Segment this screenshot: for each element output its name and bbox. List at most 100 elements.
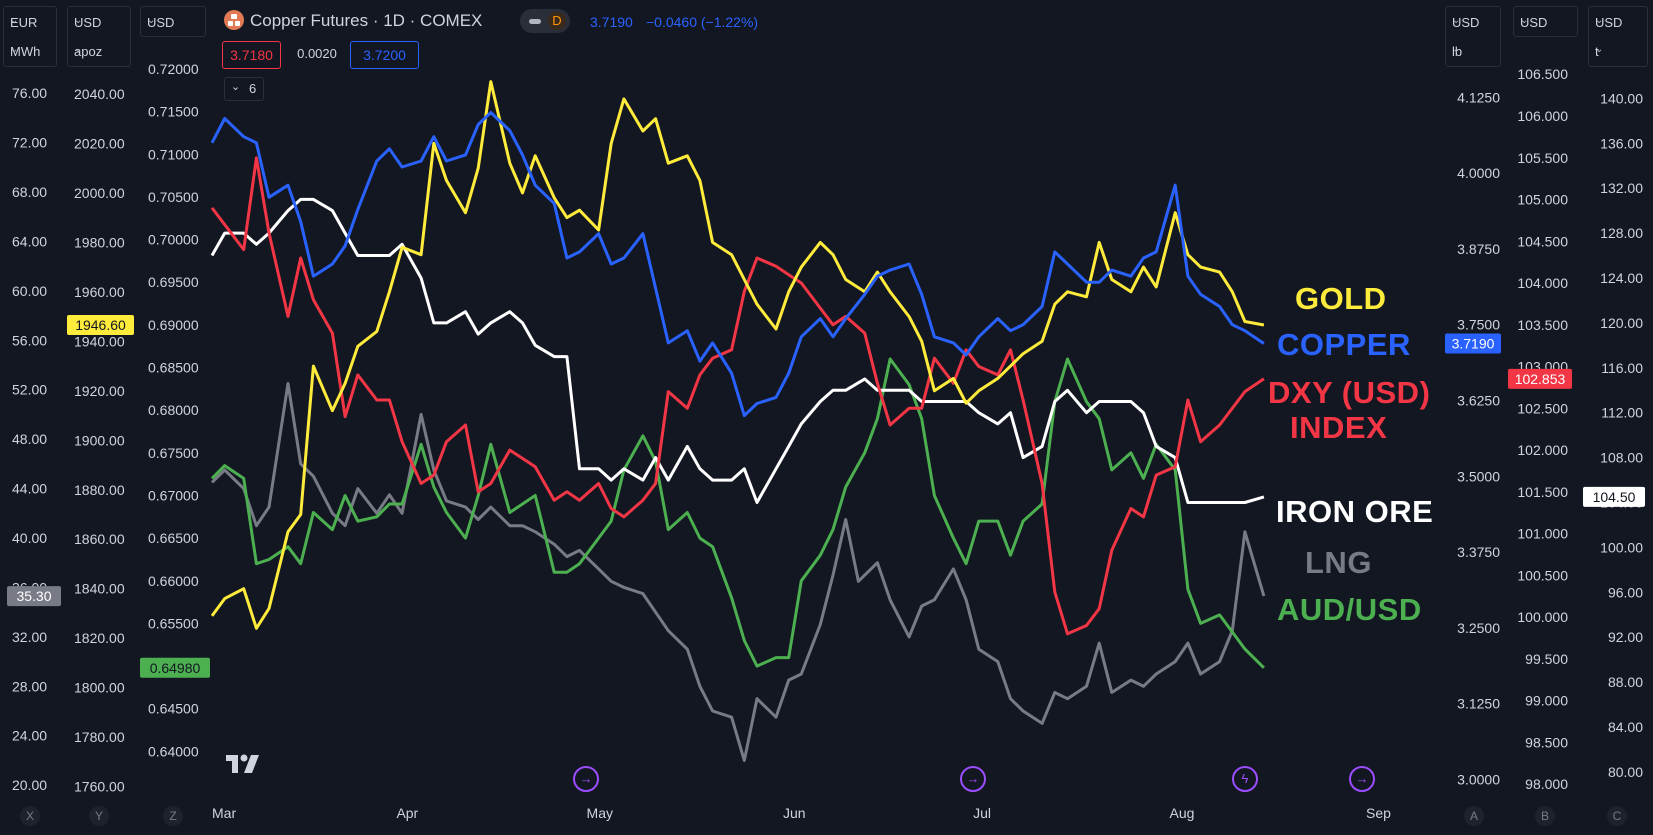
b-axis-unit-selector[interactable]: USD ⌄: [1513, 6, 1578, 37]
axis-b-tick-label: 100.500: [1517, 567, 1568, 583]
x-axis-unit-selector[interactable]: EUR ⌄ MWh ⌄: [3, 6, 57, 67]
axis-a-tick-label: 3.3750: [1457, 544, 1500, 560]
series-line-copper: [210, 111, 1265, 418]
series-label-lng: LNG: [1305, 545, 1372, 580]
axis-z-tick-label: 0.68000: [148, 402, 199, 418]
market-status-toggle[interactable]: D: [520, 9, 570, 33]
chevron-down-icon: ⌄: [1520, 15, 1529, 26]
x-axis-currency: EUR: [10, 15, 38, 30]
series-label-copper: COPPER: [1277, 327, 1411, 362]
axis-c-tick-label: 124.00: [1600, 270, 1643, 286]
axis-a-tick-label: 3.1250: [1457, 696, 1500, 712]
axis-letter-y[interactable]: Y: [89, 806, 109, 826]
x-axis-tick-label: Jul: [973, 805, 991, 821]
axis-z-tick-label: 0.68500: [148, 360, 199, 376]
axis-y-tick-label: 1820.00: [74, 630, 125, 646]
axis-b-tick-label: 101.500: [1517, 484, 1568, 500]
axis-y-tick-label: 1960.00: [74, 284, 125, 300]
axis-y-tick-label: 2020.00: [74, 135, 125, 151]
axis-b-tick-label: 102.500: [1517, 400, 1568, 416]
axis-z-tick-label: 0.71000: [148, 146, 199, 162]
axis-x-tick-label: 20.00: [12, 777, 47, 793]
series-label-aud-usd: AUD/USD: [1277, 592, 1422, 627]
axis-y-tick-label: 2040.00: [74, 86, 125, 102]
z-axis-unit-selector[interactable]: USD ⌄: [140, 6, 206, 37]
axis-letter-a[interactable]: A: [1464, 806, 1484, 826]
axis-z-tick-label: 0.65500: [148, 615, 199, 631]
dividend-event-icon[interactable]: →: [960, 766, 986, 792]
axis-b-tick-label: 106.500: [1517, 66, 1568, 82]
axis-x-tick-label: 56.00: [12, 332, 47, 348]
y-axis-currency: USD: [74, 15, 102, 30]
axis-x-tick-label: 52.00: [12, 382, 47, 398]
axis-b-tick-label: 98.500: [1525, 734, 1568, 750]
axis-c-tick-label: 120.00: [1600, 315, 1643, 331]
indicators-toggle[interactable]: ⌄ 6: [224, 77, 264, 101]
copper-symbol-icon: [224, 10, 244, 30]
a-axis-unit-selector[interactable]: USD ⌄ lb ⌄: [1445, 6, 1501, 67]
axis-z-tick-label: 0.67000: [148, 487, 199, 503]
chevron-down-icon: ⌄: [231, 81, 241, 93]
axis-c-tick-label: 128.00: [1600, 225, 1643, 241]
axis-z-tick-label: 0.66000: [148, 573, 199, 589]
axis-x-tick-label: 64.00: [12, 233, 47, 249]
axis-x-tick-label: 28.00: [12, 678, 47, 694]
axis-letter-b[interactable]: B: [1535, 806, 1555, 826]
last-value-badge-c: [1583, 486, 1645, 507]
dividend-event-icon[interactable]: →: [573, 766, 599, 792]
b-axis-currency: USD: [1520, 15, 1548, 30]
axis-a-tick-label: 4.1250: [1457, 89, 1500, 105]
axis-z-tick-label: 0.66500: [148, 530, 199, 546]
axis-x-tick-label: 32.00: [12, 629, 47, 645]
price-change: −0.0460 (−1.22%): [646, 14, 759, 30]
buy-price-button[interactable]: 3.7200: [350, 41, 419, 69]
indicators-count: 6: [249, 81, 257, 96]
axis-b-tick-label: 99.500: [1525, 651, 1568, 667]
x-axis-tick-label: Jun: [783, 805, 806, 821]
x-axis-tick-label: Aug: [1170, 805, 1195, 821]
series-line-lng: [210, 382, 1266, 762]
axis-b-tick-label: 105.000: [1517, 192, 1568, 208]
x-axis-tick-label: Sep: [1366, 805, 1391, 821]
axis-y-tick-label: 1980.00: [74, 234, 125, 250]
chevron-down-icon: ⌄: [10, 44, 19, 55]
axis-b-tick-label: 103.500: [1517, 317, 1568, 333]
axis-z-tick-label: 0.69500: [148, 274, 199, 290]
chevron-down-icon: ⌄: [74, 44, 83, 55]
y-axis-unit-selector[interactable]: USD ⌄ apoz ⌄: [67, 6, 131, 67]
axis-a-tick-label: 3.7500: [1457, 317, 1500, 333]
c-axis-unit-selector[interactable]: USD ⌄ t ⌄: [1588, 6, 1648, 67]
chevron-down-icon: ⌄: [1452, 44, 1461, 55]
axis-c-tick-label: 96.00: [1608, 584, 1643, 600]
earnings-flash-icon[interactable]: ϟ: [1232, 766, 1258, 792]
a-axis-unit: lb: [1452, 44, 1463, 59]
chevron-down-icon: ⌄: [1595, 15, 1604, 26]
last-value-label-z: 0.64980: [150, 660, 201, 676]
axis-y-tick-label: 1900.00: [74, 432, 125, 448]
c-axis-currency: USD: [1595, 15, 1623, 30]
symbol-title[interactable]: Copper Futures · 1D · COMEX: [250, 11, 483, 30]
axis-z-tick-label: 0.64000: [148, 743, 199, 759]
axis-letter-c[interactable]: C: [1607, 806, 1627, 826]
last-value-badge-x: [7, 586, 61, 607]
x-axis-tick-label: May: [587, 805, 613, 821]
c-axis-unit: t: [1595, 44, 1599, 59]
sell-price-button[interactable]: 3.7180: [222, 41, 281, 69]
delay-badge: D: [548, 12, 566, 30]
axis-letter-z[interactable]: Z: [163, 806, 183, 826]
axis-letter-x[interactable]: X: [20, 806, 40, 826]
last-price: 3.7190: [590, 14, 633, 30]
tradingview-logo[interactable]: [226, 753, 264, 781]
axis-x-tick-label: 40.00: [12, 530, 47, 546]
axis-z-tick-label: 0.70500: [148, 189, 199, 205]
last-value-label-b: 102.853: [1515, 371, 1566, 387]
series-line-aud-usd: [210, 357, 1265, 669]
axis-b-tick-label: 98.000: [1525, 776, 1568, 792]
dividend-event-icon[interactable]: →: [1349, 766, 1375, 792]
axis-c-tick-label: 140.00: [1600, 90, 1643, 106]
axis-x-tick-label: 76.00: [12, 85, 47, 101]
axis-z-tick-label: 0.69000: [148, 317, 199, 333]
a-axis-currency: USD: [1452, 15, 1480, 30]
axis-a-tick-label: 3.6250: [1457, 392, 1500, 408]
